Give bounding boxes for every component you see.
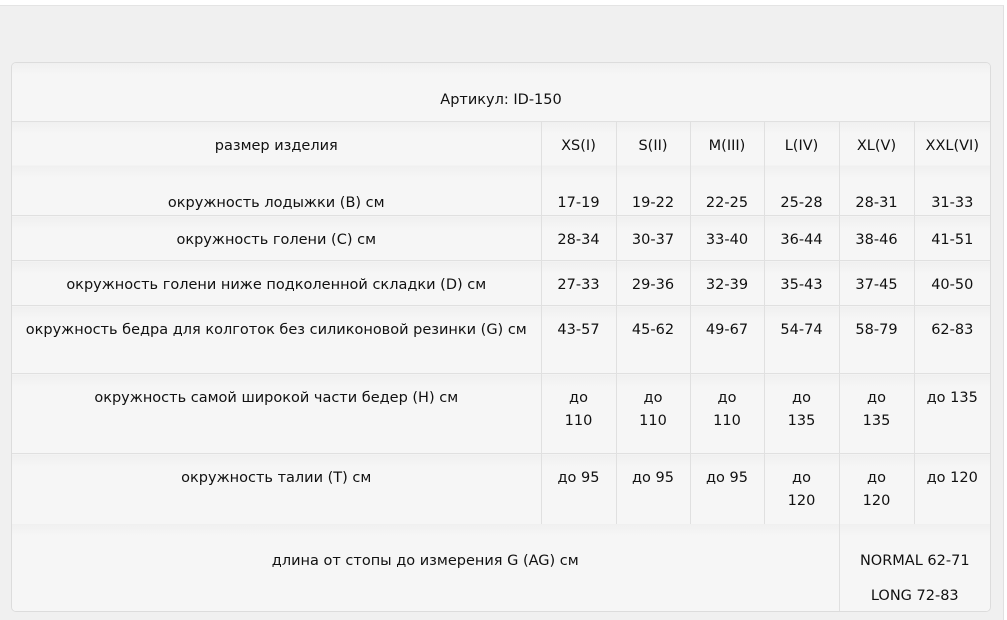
row-value: 62-83 <box>913 305 990 374</box>
row-value: 43-57 <box>540 305 617 374</box>
row-value: 17-19 <box>540 166 617 216</box>
size-s: S(II) <box>615 120 691 166</box>
row-value: 49-67 <box>689 305 765 374</box>
length-row: длина от стопы до измерения G (AG) см NO… <box>12 523 990 611</box>
row-value: 45-62 <box>615 305 691 374</box>
header-row: размер изделия XS(I) S(II) M(III) L(IV) … <box>12 120 990 166</box>
size-xs: XS(I) <box>540 120 617 166</box>
row-label: окружность самой широкой части бедер (H)… <box>12 373 542 454</box>
row-value: 30-37 <box>615 215 691 261</box>
row-label: окружность голени (C) см <box>12 215 542 261</box>
row-value: до 95 <box>689 453 765 524</box>
row-value: до 110 <box>689 373 765 454</box>
length-values: NORMAL 62-71 LONG 72-83 <box>838 523 990 611</box>
row-value: до 135 <box>763 373 840 454</box>
row-value: 27-33 <box>540 260 617 306</box>
row-value: 33-40 <box>689 215 765 261</box>
row-value: 31-33 <box>913 166 990 216</box>
row-label: окружность голени ниже подколенной склад… <box>12 260 542 306</box>
length-normal: NORMAL 62-71 <box>859 552 970 569</box>
row-value: 58-79 <box>838 305 915 374</box>
row-value: 25-28 <box>763 166 840 216</box>
table-row: окружность голени ниже подколенной склад… <box>12 260 990 306</box>
row-value: 37-45 <box>838 260 915 306</box>
row-value: 19-22 <box>615 166 691 216</box>
row-value: до 95 <box>615 453 691 524</box>
row-value: до 110 <box>615 373 691 454</box>
row-value: до 120 <box>913 453 990 524</box>
table-row: окружность самой широкой части бедер (H)… <box>12 373 990 454</box>
row-value: 22-25 <box>689 166 765 216</box>
size-table: Артикул: ID-150 размер изделия XS(I) S(I… <box>12 63 990 611</box>
size-xxl: XXL(VI) <box>913 120 990 166</box>
size-table-card: Артикул: ID-150 размер изделия XS(I) S(I… <box>11 62 991 612</box>
row-value: 35-43 <box>763 260 840 306</box>
size-xl: XL(V) <box>838 120 915 166</box>
row-label: окружность лодыжки (B) см <box>12 166 542 216</box>
row-value: 32-39 <box>689 260 765 306</box>
row-label: окружность талии (T) см <box>12 453 542 524</box>
header-label: размер изделия <box>12 120 542 166</box>
row-value: 28-34 <box>540 215 617 261</box>
row-value: 29-36 <box>615 260 691 306</box>
row-label: окружность бедра для колготок без силико… <box>12 305 542 374</box>
page-background: Артикул: ID-150 размер изделия XS(I) S(I… <box>0 5 1004 620</box>
size-m: M(III) <box>689 120 765 166</box>
size-l: L(IV) <box>763 120 840 166</box>
row-value: до 135 <box>838 373 915 454</box>
length-long: LONG 72-83 <box>870 587 959 604</box>
row-value: до 110 <box>540 373 617 454</box>
row-value: до 120 <box>838 453 915 524</box>
row-value: 28-31 <box>838 166 915 216</box>
row-value: 38-46 <box>838 215 915 261</box>
table-row: окружность лодыжки (B) см 17-19 19-22 22-25… <box>12 166 990 216</box>
row-value: 41-51 <box>913 215 990 261</box>
row-value: 54-74 <box>763 305 840 374</box>
length-label: длина от стопы до измерения G (AG) см <box>12 523 840 611</box>
row-value: до 120 <box>763 453 840 524</box>
row-value: 40-50 <box>913 260 990 306</box>
table-row: окружность голени (C) см 28-34 30-37 33-40 3… <box>12 215 990 261</box>
table-row: окружность талии (T) см до 95 до 95 до 95 до… <box>12 453 990 524</box>
row-value: 36-44 <box>763 215 840 261</box>
row-value: до 135 <box>913 373 990 454</box>
table-row: окружность бедра для колготок без силико… <box>12 305 990 374</box>
row-value: до 95 <box>540 453 617 524</box>
article-title: Артикул: ID-150 <box>12 63 990 122</box>
